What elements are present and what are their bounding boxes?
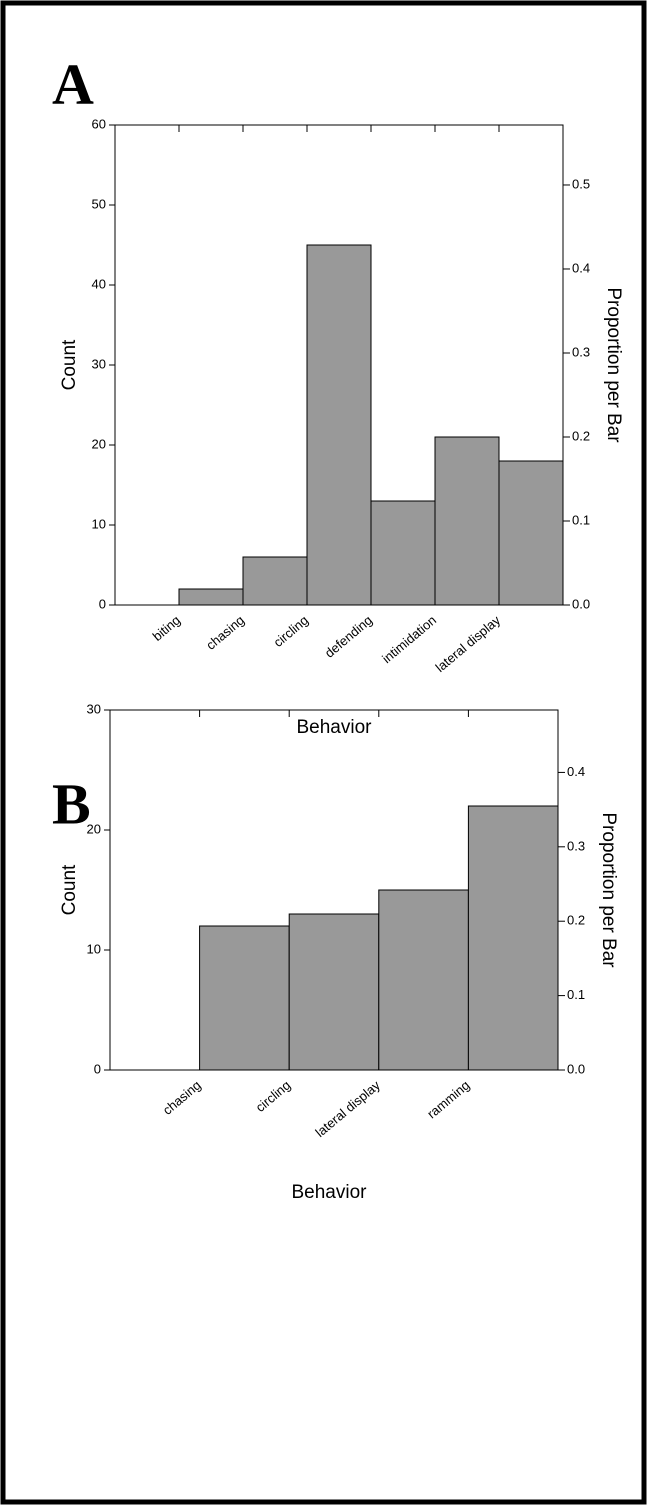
x-tick-label: circling bbox=[270, 612, 311, 650]
y2-tick-label: 0.2 bbox=[567, 913, 585, 928]
y-tick-label: 50 bbox=[92, 196, 106, 211]
x-tick-label: lateral display bbox=[433, 612, 504, 675]
plot-frame bbox=[109, 709, 559, 1071]
y2-tick-label: 0.1 bbox=[572, 512, 590, 527]
y2-tick-label: 0.2 bbox=[572, 428, 590, 443]
bar bbox=[467, 805, 559, 1071]
y2-tick-label: 0.0 bbox=[572, 596, 590, 611]
x-tick-label: defending bbox=[322, 612, 375, 660]
y-tick-label: 40 bbox=[92, 276, 106, 291]
x-tick-label: intimidation bbox=[379, 612, 439, 666]
y2-axis-title: Proportion per Bar bbox=[598, 812, 619, 968]
panel-label: A bbox=[52, 51, 94, 116]
y-tick-label: 20 bbox=[92, 436, 106, 451]
x-tick-label: biting bbox=[150, 612, 183, 643]
y2-tick-label: 0.3 bbox=[567, 838, 585, 853]
y2-tick-label: 0.5 bbox=[572, 176, 590, 191]
bar bbox=[434, 436, 500, 606]
x-tick-label: lateral display bbox=[312, 1077, 383, 1140]
y-tick-label: 10 bbox=[92, 516, 106, 531]
y2-tick-label: 0.3 bbox=[572, 344, 590, 359]
y-tick-label: 30 bbox=[87, 701, 101, 716]
bar bbox=[199, 925, 290, 1071]
y-axis-title: Count bbox=[59, 864, 80, 915]
y2-tick-label: 0.1 bbox=[567, 987, 585, 1002]
x-tick-label: ramming bbox=[424, 1077, 472, 1121]
bar bbox=[498, 460, 564, 606]
x-tick-label: chasing bbox=[203, 612, 247, 652]
panel-label: B bbox=[52, 771, 91, 836]
x-axis-title: Behavior bbox=[292, 1182, 368, 1203]
y2-tick-label: 0.4 bbox=[572, 260, 590, 275]
y2-tick-label: 0.4 bbox=[567, 764, 585, 779]
x-tick-label: circling bbox=[253, 1077, 294, 1115]
y-tick-label: 10 bbox=[87, 941, 101, 956]
bar bbox=[370, 500, 436, 606]
x-axis-title: Behavior bbox=[297, 717, 373, 738]
y-tick-label: 60 bbox=[92, 116, 106, 131]
bar bbox=[288, 913, 380, 1071]
y-tick-label: 30 bbox=[92, 356, 106, 371]
bar bbox=[178, 588, 244, 606]
y2-axis-title: Proportion per Bar bbox=[603, 287, 624, 443]
y-tick-label: 0 bbox=[99, 596, 106, 611]
y-axis-title: Count bbox=[59, 339, 80, 390]
bar bbox=[306, 244, 372, 606]
y2-tick-label: 0.0 bbox=[567, 1061, 585, 1076]
y-tick-label: 0 bbox=[94, 1061, 101, 1076]
y-tick-label: 20 bbox=[87, 821, 101, 836]
bar bbox=[378, 889, 469, 1071]
bar bbox=[242, 556, 308, 606]
x-tick-label: chasing bbox=[160, 1077, 204, 1117]
